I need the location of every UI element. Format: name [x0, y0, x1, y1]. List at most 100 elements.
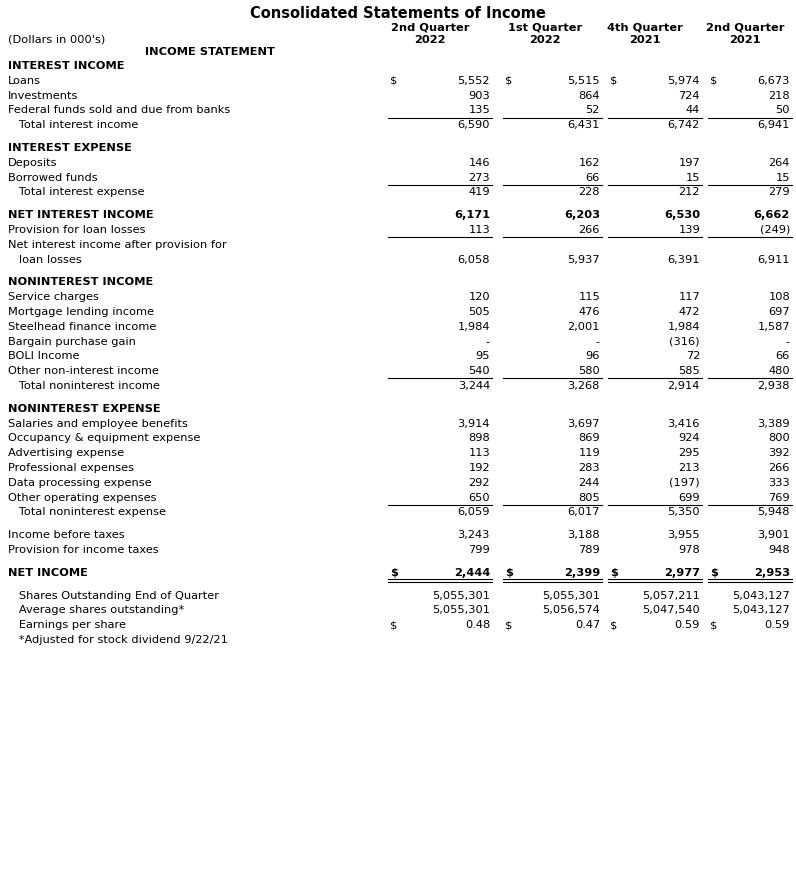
Text: 903: 903: [468, 91, 490, 100]
Text: Loans: Loans: [8, 76, 41, 86]
Text: -: -: [596, 336, 600, 347]
Text: (249): (249): [759, 225, 790, 235]
Text: NONINTEREST EXPENSE: NONINTEREST EXPENSE: [8, 404, 161, 414]
Text: 800: 800: [768, 434, 790, 443]
Text: NONINTEREST INCOME: NONINTEREST INCOME: [8, 277, 154, 287]
Text: 476: 476: [579, 307, 600, 317]
Text: 3,188: 3,188: [568, 530, 600, 540]
Text: 769: 769: [768, 493, 790, 503]
Text: 5,055,301: 5,055,301: [432, 591, 490, 601]
Text: 1,984: 1,984: [458, 321, 490, 332]
Text: 6,530: 6,530: [664, 210, 700, 220]
Text: 333: 333: [768, 478, 790, 488]
Text: 480: 480: [768, 366, 790, 376]
Text: 650: 650: [468, 493, 490, 503]
Text: (316): (316): [669, 336, 700, 347]
Text: 5,055,301: 5,055,301: [432, 605, 490, 616]
Text: 3,416: 3,416: [668, 419, 700, 429]
Text: 5,055,301: 5,055,301: [542, 591, 600, 601]
Text: 3,955: 3,955: [667, 530, 700, 540]
Text: 6,171: 6,171: [454, 210, 490, 220]
Text: 212: 212: [678, 187, 700, 198]
Text: *Adjusted for stock dividend 9/22/21: *Adjusted for stock dividend 9/22/21: [8, 635, 228, 645]
Text: INTEREST EXPENSE: INTEREST EXPENSE: [8, 143, 132, 153]
Text: 6,742: 6,742: [668, 120, 700, 130]
Text: Salaries and employee benefits: Salaries and employee benefits: [8, 419, 188, 429]
Text: 66: 66: [586, 172, 600, 183]
Text: Other non-interest income: Other non-interest income: [8, 366, 159, 376]
Text: 2,953: 2,953: [754, 568, 790, 577]
Text: 266: 266: [579, 225, 600, 235]
Text: 5,974: 5,974: [668, 76, 700, 86]
Text: INTEREST INCOME: INTEREST INCOME: [8, 61, 124, 71]
Text: Net interest income after provision for: Net interest income after provision for: [8, 240, 227, 250]
Text: 5,948: 5,948: [758, 508, 790, 517]
Text: 2021: 2021: [729, 35, 761, 45]
Text: 66: 66: [776, 351, 790, 361]
Text: 0.48: 0.48: [465, 620, 490, 631]
Text: 279: 279: [768, 187, 790, 198]
Text: $: $: [505, 568, 513, 577]
Text: 96: 96: [586, 351, 600, 361]
Text: 244: 244: [579, 478, 600, 488]
Text: Shares Outstanding End of Quarter: Shares Outstanding End of Quarter: [8, 591, 219, 601]
Text: Deposits: Deposits: [8, 158, 57, 168]
Text: 3,268: 3,268: [568, 381, 600, 391]
Text: 5,056,574: 5,056,574: [542, 605, 600, 616]
Text: 1,587: 1,587: [757, 321, 790, 332]
Text: 4th Quarter: 4th Quarter: [607, 23, 683, 33]
Text: 95: 95: [475, 351, 490, 361]
Text: $: $: [710, 568, 718, 577]
Text: 15: 15: [775, 172, 790, 183]
Text: 540: 540: [468, 366, 490, 376]
Text: 108: 108: [768, 292, 790, 302]
Text: 898: 898: [468, 434, 490, 443]
Text: 699: 699: [678, 493, 700, 503]
Text: Borrowed funds: Borrowed funds: [8, 172, 98, 183]
Text: 3,243: 3,243: [458, 530, 490, 540]
Text: Other operating expenses: Other operating expenses: [8, 493, 157, 503]
Text: 6,017: 6,017: [568, 508, 600, 517]
Text: 5,057,211: 5,057,211: [642, 591, 700, 601]
Text: 113: 113: [468, 449, 490, 458]
Text: (197): (197): [669, 478, 700, 488]
Text: 50: 50: [775, 105, 790, 115]
Text: 6,590: 6,590: [458, 120, 490, 130]
Text: 52: 52: [586, 105, 600, 115]
Text: 119: 119: [578, 449, 600, 458]
Text: 2,938: 2,938: [758, 381, 790, 391]
Text: Steelhead finance income: Steelhead finance income: [8, 321, 156, 332]
Text: $: $: [710, 620, 717, 631]
Text: $: $: [710, 76, 717, 86]
Text: loan losses: loan losses: [8, 254, 82, 265]
Text: Investments: Investments: [8, 91, 78, 100]
Text: Provision for loan losses: Provision for loan losses: [8, 225, 146, 235]
Text: $: $: [610, 568, 618, 577]
Text: 5,937: 5,937: [568, 254, 600, 265]
Text: 5,350: 5,350: [667, 508, 700, 517]
Text: 0.47: 0.47: [575, 620, 600, 631]
Text: 864: 864: [579, 91, 600, 100]
Text: 472: 472: [678, 307, 700, 317]
Text: 3,244: 3,244: [458, 381, 490, 391]
Text: Mortgage lending income: Mortgage lending income: [8, 307, 154, 317]
Text: Bargain purchase gain: Bargain purchase gain: [8, 336, 136, 347]
Text: BOLI Income: BOLI Income: [8, 351, 80, 361]
Text: $: $: [390, 620, 397, 631]
Text: 869: 869: [579, 434, 600, 443]
Text: 6,391: 6,391: [668, 254, 700, 265]
Text: Average shares outstanding*: Average shares outstanding*: [8, 605, 184, 616]
Text: 213: 213: [678, 463, 700, 473]
Text: 6,662: 6,662: [754, 210, 790, 220]
Text: 6,431: 6,431: [568, 120, 600, 130]
Text: Total noninterest expense: Total noninterest expense: [8, 508, 166, 517]
Text: 505: 505: [468, 307, 490, 317]
Text: 0.59: 0.59: [675, 620, 700, 631]
Text: 924: 924: [678, 434, 700, 443]
Text: 1,984: 1,984: [668, 321, 700, 332]
Text: 799: 799: [468, 545, 490, 555]
Text: 266: 266: [769, 463, 790, 473]
Text: 5,515: 5,515: [568, 76, 600, 86]
Text: $: $: [390, 76, 397, 86]
Text: NET INTEREST INCOME: NET INTEREST INCOME: [8, 210, 154, 220]
